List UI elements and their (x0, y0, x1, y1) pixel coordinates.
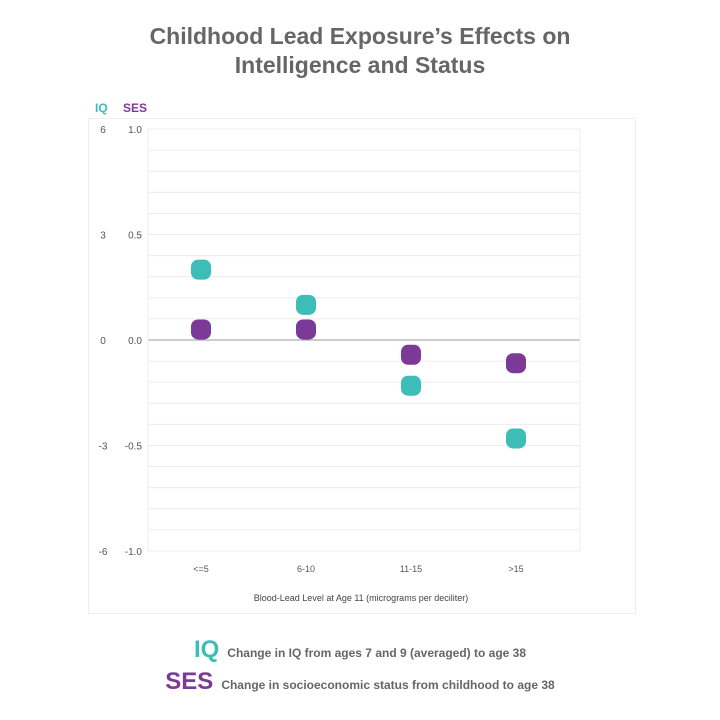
chart-frame (88, 118, 636, 614)
iq-tick-label: 3 (100, 231, 106, 242)
point-ses (401, 344, 421, 365)
ses-tick-label: -1.0 (125, 547, 143, 558)
point-iq (191, 259, 211, 280)
legend-text-ses: Change in socioeconomic status from chil… (221, 678, 555, 692)
legend-key-iq: IQ (193, 636, 220, 663)
legend: IQ Change in IQ from ages 7 and 9 (avera… (0, 636, 720, 700)
x-tick-label: 6-10 (297, 564, 315, 574)
x-tick-label: <=5 (193, 564, 209, 574)
iq-tick-label: 6 (100, 125, 106, 136)
ses-axis-label: SES (123, 101, 148, 115)
iq-tick-label: -3 (99, 442, 108, 453)
legend-item-iq: IQ Change in IQ from ages 7 and 9 (avera… (0, 636, 720, 668)
point-iq (506, 428, 526, 449)
ses-tick-label: -0.5 (125, 442, 143, 453)
x-tick-label: >15 (508, 564, 523, 574)
point-ses (191, 319, 211, 340)
ses-tick-label: 0.5 (128, 231, 142, 242)
iq-axis-label: IQ (95, 101, 108, 115)
x-axis-label: Blood-Lead Level at Age 11 (micrograms p… (254, 593, 468, 603)
legend-text-iq: Change in IQ from ages 7 and 9 (averaged… (227, 646, 527, 660)
point-iq (401, 375, 421, 396)
point-ses (296, 319, 316, 340)
point-ses (506, 353, 526, 374)
chart-title-line2: Intelligence and Status (234, 52, 486, 78)
x-tick-label: 11-15 (400, 564, 422, 574)
iq-tick-label: 0 (100, 336, 106, 347)
legend-item-ses: SES Change in socioeconomic status from … (0, 668, 720, 700)
iq-tick-label: -6 (99, 547, 108, 558)
ses-tick-label: 0.0 (128, 336, 142, 347)
chart-title-line1: Childhood Lead Exposure’s Effects on (149, 23, 571, 49)
legend-key-ses: SES (165, 668, 214, 695)
point-iq (296, 294, 316, 315)
ses-tick-label: 1.0 (128, 125, 142, 136)
chart-title: Childhood Lead Exposure’s Effects on Int… (0, 22, 720, 80)
